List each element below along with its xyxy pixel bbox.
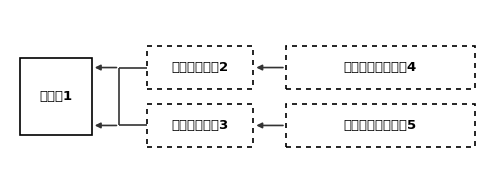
Bar: [286, 104, 475, 147]
Text: 第一检测电路2: 第一检测电路2: [171, 61, 229, 74]
Text: 第一盐浓度传感器4: 第一盐浓度传感器4: [343, 61, 417, 74]
Bar: [20, 58, 92, 135]
Text: 第二盐浓度传感器5: 第二盐浓度传感器5: [343, 119, 417, 132]
Bar: [147, 104, 253, 147]
Text: 单片机1: 单片机1: [39, 90, 73, 103]
Bar: [147, 46, 253, 89]
Text: 第二检测电路3: 第二检测电路3: [171, 119, 229, 132]
Bar: [286, 46, 475, 89]
